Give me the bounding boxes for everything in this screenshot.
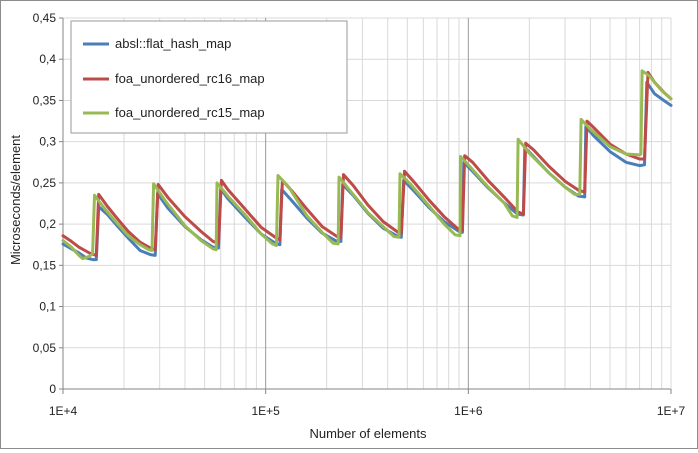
x-axis-title: Number of elements — [309, 426, 427, 441]
legend-box — [70, 20, 348, 134]
y-tick-label: 0,15 — [33, 258, 57, 272]
y-tick-label: 0,05 — [33, 341, 57, 355]
y-tick-label: 0,4 — [39, 52, 56, 66]
x-tick-label: 1E+6 — [454, 404, 483, 418]
y-tick-label: 0 — [49, 382, 56, 396]
y-tick-label: 0,35 — [33, 93, 57, 107]
y-tick-label: 0,25 — [33, 176, 57, 190]
y-tick-label: 0,3 — [39, 135, 56, 149]
legend-label-rc15: foa_unordered_rc15_map — [115, 105, 265, 120]
series-line-foa-rc15 — [61, 69, 673, 261]
y-tick-label: 0,2 — [39, 217, 56, 231]
y-axis-title: Microseconds/element — [8, 135, 23, 265]
x-tick-label: 1E+5 — [251, 404, 280, 418]
x-tick-label: 1E+4 — [49, 404, 78, 418]
y-tick-label: 0,45 — [33, 11, 57, 25]
legend: absl::flat_hash_map foa_unordered_rc16_m… — [70, 20, 348, 134]
legend-label-rc16: foa_unordered_rc16_map — [115, 71, 265, 86]
y-tick-label: 0,1 — [39, 300, 56, 314]
x-tick-label: 1E+7 — [657, 404, 686, 418]
series-lines — [61, 69, 673, 262]
axes: 0 0,05 0,1 0,15 0,2 0,25 0,3 0,35 0,4 0,45 1E+4 1E+… — [33, 11, 686, 418]
legend-label-absl: absl::flat_hash_map — [115, 36, 231, 51]
